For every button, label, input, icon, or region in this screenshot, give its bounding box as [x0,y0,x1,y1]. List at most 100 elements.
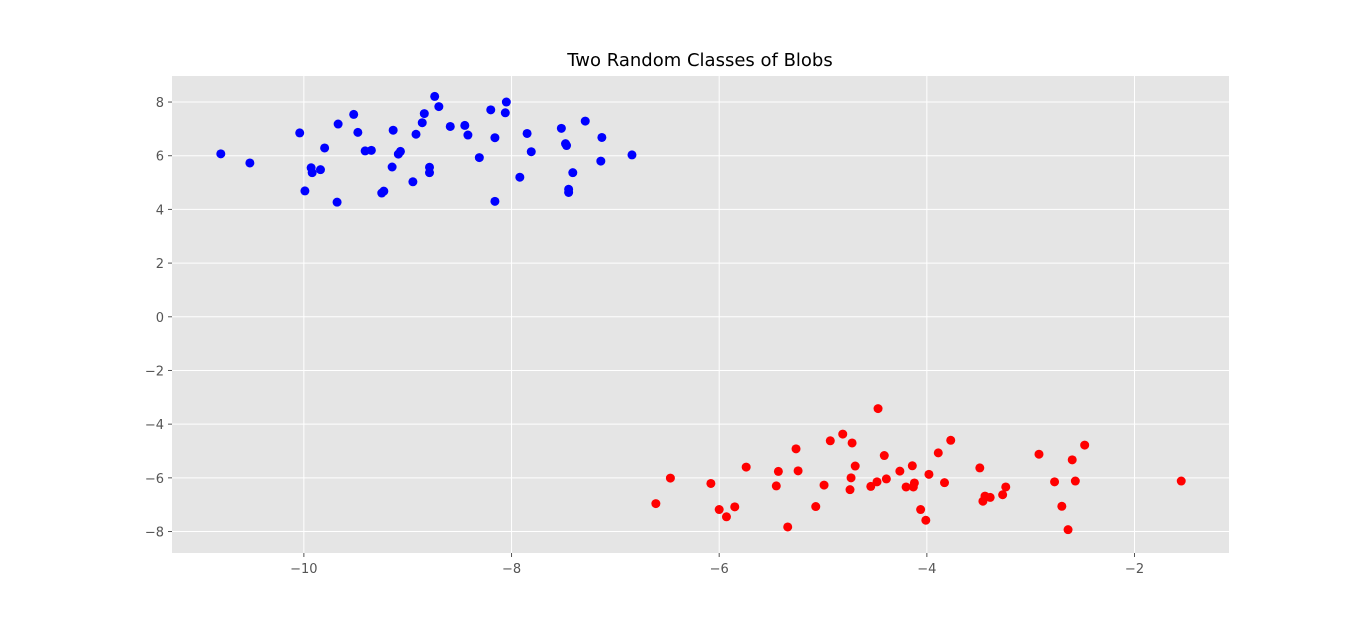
red-point [771,481,781,491]
blue-point [460,120,470,130]
blue-point [387,162,397,172]
blue-point [349,109,359,119]
blue-point [490,133,500,143]
red-point [730,502,740,512]
red-point [895,466,905,476]
y-tick-label: 0 [156,311,164,326]
blue-point [515,172,525,182]
red-point [850,461,860,471]
blue-point [434,102,444,112]
red-point [1063,525,1073,535]
blue-point [333,119,343,129]
red-point [714,505,724,515]
blue-point [445,121,455,131]
y-axis: −8 −6 −4 −2 0 2 4 6 8 [145,96,172,541]
blue-point [597,132,607,142]
blue-point [474,153,484,163]
red-point [811,502,821,512]
red-point [873,404,883,414]
blue-point [568,168,578,178]
blue-point [522,128,532,138]
red-point [651,499,661,509]
red-point [916,505,926,515]
red-point [1001,482,1011,492]
red-point [933,448,943,458]
red-point [846,473,856,483]
blue-point [295,128,305,138]
blue-point [556,123,566,133]
blue-point [411,129,421,139]
x-tick-label: −8 [502,562,521,577]
blue-point [430,91,440,101]
red-point [1050,477,1060,487]
blue-point [627,150,637,160]
red-point [721,512,731,522]
blue-point [315,165,325,175]
blue-point [562,141,572,151]
blue-point [320,143,330,153]
blue-point [366,145,376,155]
y-tick-label: −2 [145,364,164,379]
plot-area [172,76,1229,553]
blue-point [596,156,606,166]
x-tick-label: −6 [710,562,729,577]
red-point [773,466,783,476]
red-point [1176,476,1186,486]
red-point [940,478,950,488]
red-point [921,515,931,525]
red-point [879,451,889,461]
red-point [901,482,911,492]
blue-point [395,146,405,156]
y-tick-label: −6 [145,472,164,487]
x-tick-label: −4 [917,562,936,577]
red-point [845,485,855,495]
blue-point [526,147,536,157]
blue-point [425,168,435,178]
red-point [825,436,835,446]
red-point [975,463,985,473]
y-tick-label: 8 [156,96,164,111]
red-point [791,444,801,454]
blue-point [500,108,510,118]
red-point [881,474,891,484]
red-point [1067,455,1077,465]
red-point [741,462,751,472]
red-point [872,477,882,487]
x-tick-label: −10 [290,562,317,577]
blue-point [307,168,317,178]
blue-point [353,127,363,137]
grid-lines [172,76,1229,553]
x-tick-label: −2 [1125,562,1144,577]
red-point [866,481,876,491]
y-tick-label: 2 [156,257,164,272]
red-point [819,480,829,490]
blue-point [490,196,500,206]
red-point [665,473,675,483]
blue-point [417,118,427,128]
x-axis: −10 −8 −6 −4 −2 [290,553,1144,577]
blue-point [419,109,429,119]
red-point [1080,440,1090,450]
blue-point [501,97,511,107]
data-points [216,91,1186,535]
red-point [706,478,716,488]
blue-point [486,105,496,115]
red-point [1057,501,1067,511]
chart-title: Two Random Classes of Blobs [566,50,832,71]
red-point [998,490,1008,500]
red-point [783,522,793,532]
blue-point [580,116,590,126]
y-tick-label: −4 [145,418,164,433]
y-tick-label: 4 [156,203,164,218]
red-point [909,478,919,488]
red-point [847,438,857,448]
red-point [946,435,956,445]
blue-point [216,149,226,159]
blue-point [379,186,389,196]
blue-point [564,187,574,197]
y-tick-label: −8 [145,526,164,541]
red-point [838,429,848,439]
red-point [1070,476,1080,486]
red-point [793,466,803,476]
blue-point [388,125,398,135]
